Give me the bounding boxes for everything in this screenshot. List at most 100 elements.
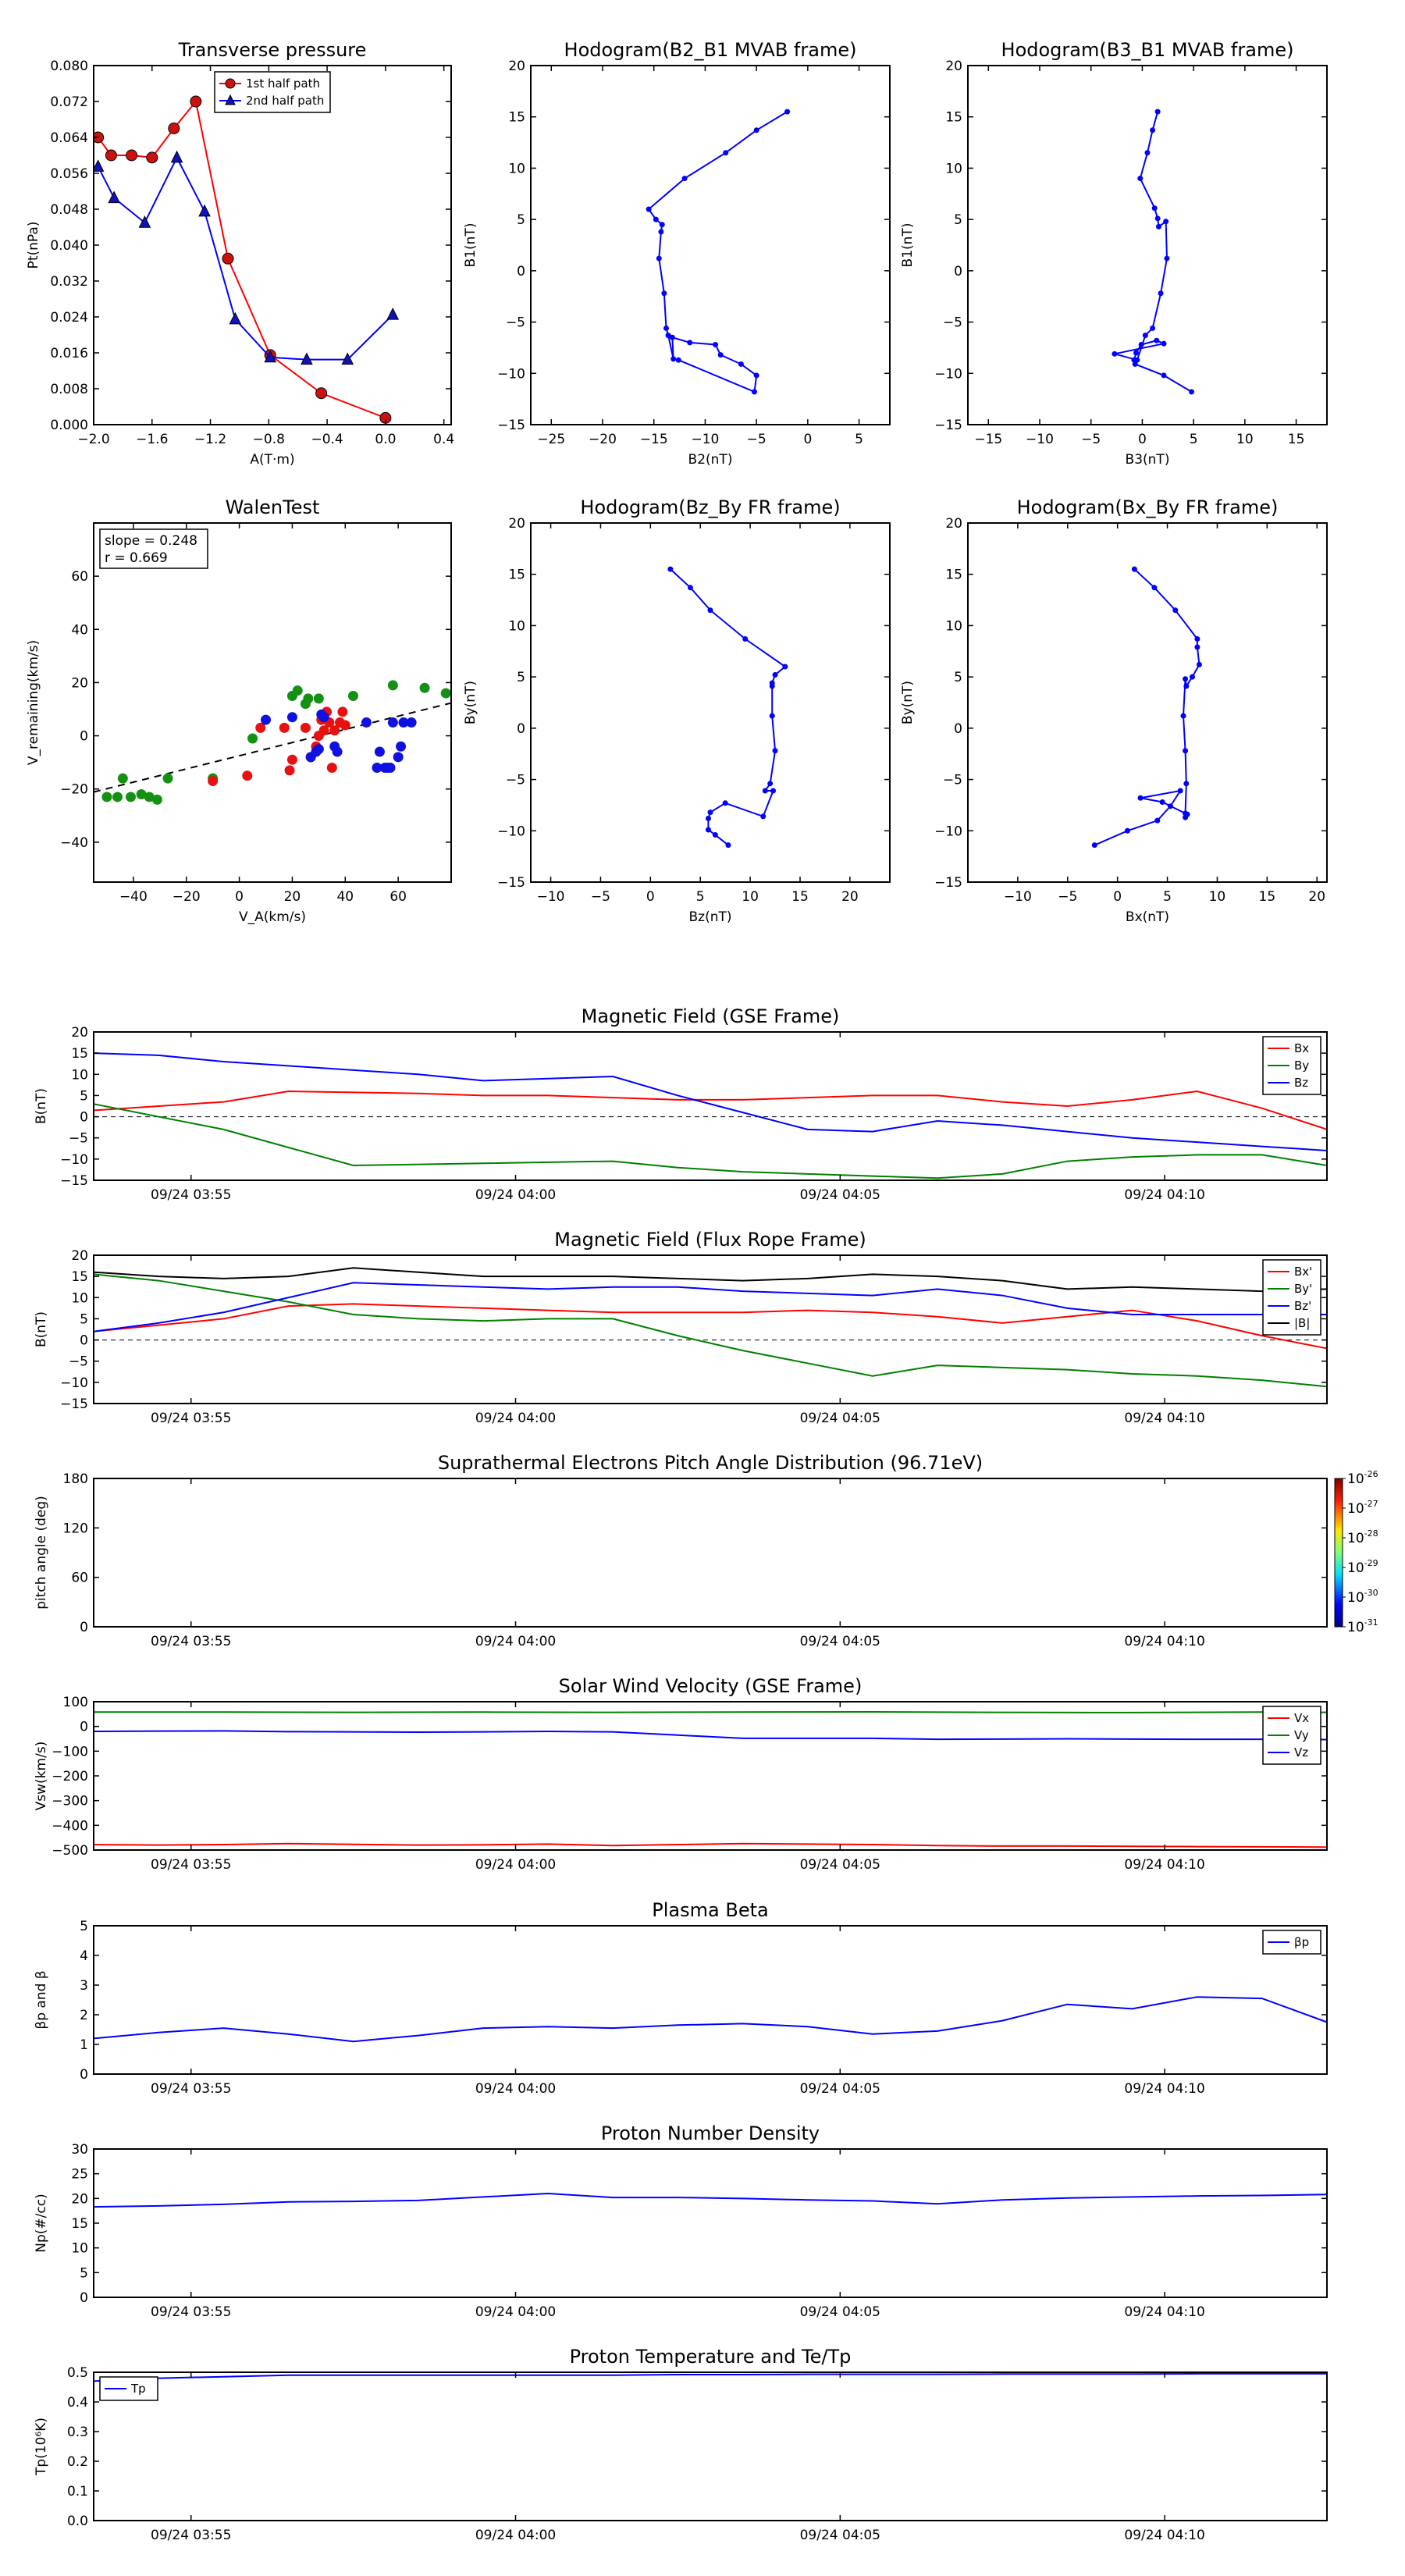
x-tick-label: −0.8 bbox=[253, 432, 285, 447]
y-tick-label: −5 bbox=[943, 773, 962, 788]
chart-title: Proton Number Density bbox=[601, 2122, 820, 2144]
data-point bbox=[712, 832, 718, 838]
y-tick-label: 15 bbox=[945, 110, 962, 126]
x-tick-label: 0 bbox=[1138, 432, 1147, 447]
series-line bbox=[94, 1273, 1327, 1388]
data-point bbox=[1183, 781, 1190, 787]
x-tick-label: 09/24 04:00 bbox=[475, 2081, 556, 2097]
series-0 bbox=[94, 1090, 1327, 1130]
data-point bbox=[769, 713, 775, 719]
y-tick-label: 0 bbox=[954, 264, 962, 279]
chart-8: Suprathermal Electrons Pitch Angle Distr… bbox=[34, 1452, 1378, 1649]
colorbar-tick-label: 10-26 bbox=[1347, 1469, 1378, 1487]
chart-10: Plasma Beta 09/24 03:55 09/24 04:00 09/24 0… bbox=[34, 1899, 1328, 2097]
scatter-point bbox=[385, 762, 396, 773]
data-point bbox=[723, 150, 729, 156]
data-point bbox=[1159, 799, 1165, 805]
series-0 bbox=[94, 1996, 1327, 2043]
data-point bbox=[784, 109, 791, 115]
y-tick-label: 0 bbox=[80, 2067, 88, 2083]
data-point bbox=[1151, 205, 1158, 212]
data-point bbox=[1180, 713, 1186, 719]
data-point bbox=[646, 206, 652, 212]
y-tick-label: 20 bbox=[71, 1248, 88, 1264]
y-tick-label: −15 bbox=[60, 1397, 88, 1412]
x-tick-label: −20 bbox=[173, 889, 201, 905]
chart-3: WalenTest −40 −20 0 20 40 60 −40 −20 0 20 40 60 V_A(k… bbox=[26, 496, 452, 925]
y-tick-label: 0.2 bbox=[67, 2454, 88, 2470]
y-tick-label: 0.000 bbox=[50, 418, 88, 433]
x-tick-label: 5 bbox=[696, 889, 705, 905]
scatter-point bbox=[440, 688, 451, 699]
x-tick-label: −10 bbox=[537, 889, 565, 905]
x-tick-label: 09/24 04:05 bbox=[800, 2081, 880, 2097]
scatter-point bbox=[279, 722, 290, 733]
series-line bbox=[94, 1052, 1327, 1151]
legend-box bbox=[1262, 1930, 1321, 1955]
legend-label: Vx bbox=[1294, 1711, 1309, 1725]
data-point bbox=[760, 813, 767, 820]
scatter-point bbox=[398, 717, 409, 728]
data-point bbox=[1124, 827, 1130, 834]
plot-frame bbox=[530, 65, 891, 425]
colorbar-tick-label: 10-30 bbox=[1347, 1588, 1378, 1606]
scatter-point bbox=[387, 680, 398, 691]
x-axis-label: Bz(nT) bbox=[688, 909, 731, 925]
x-axis-label: Bx(nT) bbox=[1126, 909, 1169, 925]
y-tick-label: −15 bbox=[60, 1173, 88, 1189]
legend-marker bbox=[225, 94, 236, 105]
y-tick-label: 5 bbox=[517, 670, 525, 685]
legend-label: Vz bbox=[1294, 1745, 1308, 1759]
scatter-point bbox=[361, 717, 372, 728]
data-point bbox=[770, 788, 776, 794]
y-axis-label: V_remaining(km/s) bbox=[26, 640, 41, 765]
y-tick-label: −300 bbox=[52, 1794, 88, 1809]
data-point bbox=[222, 252, 234, 265]
data-point bbox=[1154, 109, 1161, 115]
x-tick-label: 09/24 04:10 bbox=[1124, 1634, 1204, 1649]
y-tick-label: −15 bbox=[934, 418, 962, 433]
scatter-point bbox=[340, 720, 350, 731]
scatter-point bbox=[303, 693, 314, 704]
y-tick-label: 0 bbox=[80, 1333, 88, 1349]
x-tick-label: 10 bbox=[742, 889, 759, 905]
y-tick-label: −200 bbox=[52, 1769, 88, 1784]
x-tick-label: 10 bbox=[1209, 889, 1226, 905]
scatter-point bbox=[326, 762, 337, 773]
x-tick-label: 60 bbox=[389, 889, 407, 905]
x-tick-label: 15 bbox=[791, 889, 809, 905]
scatter-point bbox=[162, 773, 173, 784]
chart-title: Magnetic Field (GSE Frame) bbox=[582, 1005, 840, 1027]
plot-frame bbox=[93, 1031, 1328, 1181]
x-tick-label: −5 bbox=[1081, 432, 1101, 447]
x-axis-label: A(T·m) bbox=[250, 452, 294, 468]
x-tick-label: 0.0 bbox=[375, 432, 396, 447]
y-tick-label: 2 bbox=[80, 2008, 88, 2023]
colorbar-tick-exponent: -28 bbox=[1364, 1528, 1378, 1539]
data-point bbox=[705, 827, 711, 833]
legend-label: 2nd half path bbox=[246, 94, 324, 108]
y-tick-label: 0.1 bbox=[67, 2484, 88, 2500]
plot-frame bbox=[93, 1254, 1328, 1404]
data-point bbox=[687, 340, 693, 346]
y-tick-label: 0.4 bbox=[67, 2395, 88, 2411]
y-tick-label: −5 bbox=[943, 315, 962, 331]
data-point bbox=[675, 357, 681, 363]
chart-title: Hodogram(Bx_By FR frame) bbox=[1017, 496, 1279, 518]
data-point bbox=[769, 683, 775, 689]
legend-label: Tp bbox=[130, 2382, 146, 2396]
x-tick-label: 15 bbox=[1288, 432, 1305, 447]
x-tick-label: −5 bbox=[591, 889, 610, 905]
scatter-point bbox=[284, 765, 295, 776]
y-tick-label: 5 bbox=[80, 1919, 88, 1934]
colorbar-tick-label: 10-28 bbox=[1347, 1528, 1378, 1546]
y-tick-label: 0 bbox=[954, 721, 962, 737]
y-tick-label: −10 bbox=[60, 1152, 88, 1168]
chart-title: Solar Wind Velocity (GSE Frame) bbox=[559, 1675, 863, 1697]
y-tick-label: −100 bbox=[52, 1744, 88, 1759]
chart-2: Hodogram(B3_B1 MVAB frame) −15 −10 −5 0 5 10 15… bbox=[900, 39, 1328, 468]
y-tick-label: 15 bbox=[71, 1269, 88, 1285]
y-tick-label: −10 bbox=[497, 824, 525, 839]
y-tick-label: 0 bbox=[80, 729, 88, 745]
x-axis-label: V_A(km/s) bbox=[239, 909, 306, 925]
